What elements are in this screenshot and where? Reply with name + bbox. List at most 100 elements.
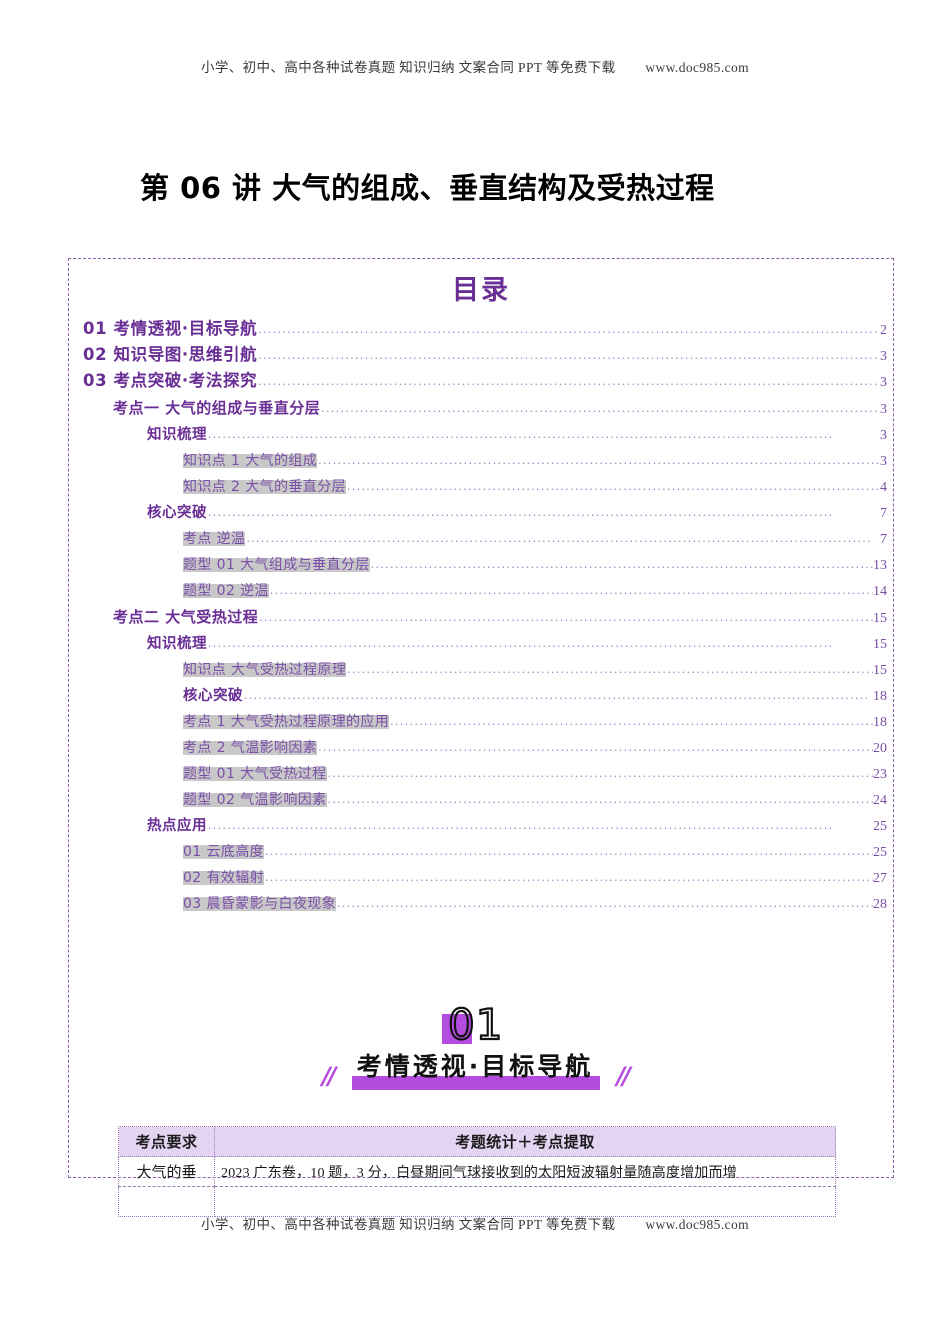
table-cell-content: 2023 广东卷，10 题，3 分，白昼期间气球接收到的太阳短波辐射量随高度增加… (214, 1156, 836, 1187)
toc-leader-dots: ........................................… (208, 427, 834, 440)
toc-entry[interactable]: 题型 01 大气组成与垂直分层.........................… (69, 557, 893, 573)
toc-entry-label: 知识点 1 大气的组成 (183, 453, 318, 469)
toc-entry-page: 4 (880, 480, 887, 495)
page-footer-text: 小学、初中、高中各种试卷真题 知识归纳 文案合同 PPT 等免费下载 (200, 1217, 616, 1232)
toc-entry-label: 考点二 大气受热过程 (113, 608, 259, 626)
toc-entry-label: 核心突破 (147, 505, 207, 521)
toc-entry-label: 03 考点突破·考法探究 (83, 371, 258, 390)
toc-leader-dots: ........................................… (265, 870, 873, 883)
page-footer: 小学、初中、高中各种试卷真题 知识归纳 文案合同 PPT 等免费下载 www.d… (0, 1213, 950, 1233)
table-spacer-cell (118, 1186, 215, 1217)
toc-entry[interactable]: 02 知识导图·思维引航............................… (69, 345, 893, 364)
banner-number-group: 01 (410, 999, 540, 1050)
toc-entry-page: 18 (873, 689, 887, 704)
toc-entry[interactable]: 知识梳理....................................… (69, 636, 893, 652)
exam-requirements-table: 考点要求 考题统计＋考点提取 大气的垂 2023 广东卷，10 题，3 分，白昼期间气… (118, 1126, 836, 1217)
page-header-url: www.doc985.com (645, 60, 750, 75)
toc-entry[interactable]: 考点二 大气受热过程..............................… (69, 610, 893, 626)
toc-entry[interactable]: 02 有效辐射.................................… (69, 870, 893, 886)
toc-entry-page: 15 (873, 663, 887, 678)
toc-entry[interactable]: 03 晨昏蒙影与白夜现象............................… (69, 896, 893, 912)
toc-leader-dots: ........................................… (327, 792, 873, 805)
toc-entry[interactable]: 考点 逆温...................................… (69, 531, 893, 547)
toc-leader-dots: ........................................… (259, 610, 873, 623)
toc-entry[interactable]: 热点应用....................................… (69, 818, 893, 834)
banner-underline-decoration (352, 1076, 600, 1090)
table-spacer-row (118, 1186, 836, 1217)
table-header-cell: 考题统计＋考点提取 (214, 1126, 836, 1157)
toc-entry-label: 热点应用 (147, 818, 207, 834)
toc-entry-label: 知识点 大气受热过程原理 (183, 662, 347, 678)
page-header-text: 小学、初中、高中各种试卷真题 知识归纳 文案合同 PPT 等免费下载 (200, 60, 616, 75)
toc-entry[interactable]: 考点 2 气温影响因素.............................… (69, 740, 893, 756)
toc-entry-label: 考点 逆温 (183, 531, 246, 547)
toc-leader-dots: ........................................… (327, 766, 873, 779)
toc-entry-label: 02 有效辐射 (183, 870, 265, 886)
toc-entry-page: 28 (873, 897, 887, 912)
page-title: 第 06 讲 大气的组成、垂直结构及受热过程 (140, 171, 715, 205)
toc-entry[interactable]: 核心突破....................................… (69, 688, 893, 704)
toc-entry-label: 01 云底高度 (183, 844, 265, 860)
toc-entry-page: 24 (873, 793, 887, 808)
slash-right-icon: // (616, 1062, 630, 1090)
banner-number: 01 (447, 999, 504, 1050)
toc-entry[interactable]: 01 考情透视·目标导航............................… (69, 319, 893, 338)
toc-entry[interactable]: 03 考点突破·考法探究............................… (69, 371, 893, 390)
toc-entry-page: 23 (873, 767, 887, 782)
toc-entry-page: 15 (873, 637, 887, 652)
table-row: 大气的垂 2023 广东卷，10 题，3 分，白昼期间气球接收到的太阳短波辐射量随… (118, 1156, 836, 1187)
toc-entry[interactable]: 题型 02 气温影响因素............................… (69, 792, 893, 808)
slash-left-icon: // (322, 1062, 336, 1090)
toc-entry[interactable]: 知识点 1 大气的组成.............................… (69, 453, 893, 469)
toc-entry-page: 2 (880, 323, 887, 338)
toc-entry-page: 7 (880, 506, 887, 521)
toc-leader-dots: ........................................… (265, 844, 873, 857)
toc-entry-page: 14 (873, 584, 887, 599)
toc-entry[interactable]: 知识点 2 大气的垂直分层...........................… (69, 479, 893, 495)
toc-entry[interactable]: 01 云底高度.................................… (69, 844, 893, 860)
toc-entry-page: 15 (873, 611, 887, 626)
toc-leader-dots: ........................................… (337, 896, 873, 909)
toc-entry-label: 考点 2 气温影响因素 (183, 740, 318, 756)
toc-entry[interactable]: 题型 02 逆温................................… (69, 583, 893, 599)
page-header: 小学、初中、高中各种试卷真题 知识归纳 文案合同 PPT 等免费下载 www.d… (0, 56, 950, 76)
toc-heading: 目录 (452, 275, 510, 306)
toc-leader-dots: ........................................… (321, 401, 880, 414)
toc-entry-label: 题型 02 逆温 (183, 583, 269, 599)
toc-entry-page: 25 (873, 845, 887, 860)
toc-leader-dots: ........................................… (258, 322, 880, 335)
toc-leader-dots: ........................................… (318, 453, 880, 466)
toc-entry-label: 题型 01 大气组成与垂直分层 (183, 557, 370, 573)
toc-entry-page: 3 (880, 402, 887, 417)
toc-entry[interactable]: 核心突破....................................… (69, 505, 893, 521)
toc-entry-label: 01 考情透视·目标导航 (83, 319, 258, 338)
toc-leader-dots: ........................................… (244, 688, 870, 701)
toc-leader-dots: ........................................… (208, 818, 834, 831)
toc-leader-dots: ........................................… (390, 714, 873, 727)
table-header-row: 考点要求 考题统计＋考点提取 (118, 1126, 836, 1157)
toc-entry-label: 题型 02 气温影响因素 (183, 792, 327, 808)
toc-entry[interactable]: 题型 01 大气受热过程............................… (69, 766, 893, 782)
toc-leader-dots: ........................................… (258, 348, 880, 361)
toc-entry-label: 知识梳理 (147, 636, 207, 652)
table-header-cell: 考点要求 (118, 1126, 215, 1157)
toc-leader-dots: ........................................… (269, 583, 873, 596)
section-banner-01: 01 // 考情透视·目标导航 // (0, 999, 950, 1095)
toc-entry-label: 核心突破 (183, 688, 243, 704)
toc-entry[interactable]: 考点 1 大气受热过程原理的应用........................… (69, 714, 893, 730)
toc-entry-label: 考点 1 大气受热过程原理的应用 (183, 714, 390, 730)
toc-entry[interactable]: 考点一 大气的组成与垂直分层..........................… (69, 401, 893, 417)
toc-entry-label: 题型 01 大气受热过程 (183, 766, 327, 782)
toc-entry[interactable]: 知识梳理....................................… (69, 427, 893, 443)
toc-entry[interactable]: 知识点 大气受热过程原理............................… (69, 662, 893, 678)
toc-list: 01 考情透视·目标导航............................… (69, 319, 893, 912)
toc-entry-page: 18 (873, 715, 887, 730)
toc-entry-page: 13 (873, 558, 887, 573)
toc-entry-label: 考点一 大气的组成与垂直分层 (113, 399, 321, 417)
toc-leader-dots: ........................................… (318, 740, 873, 753)
toc-entry-page: 20 (873, 741, 887, 756)
table-cell-requirement: 大气的垂 (118, 1156, 215, 1187)
banner-title: 考情透视·目标导航 (356, 1052, 594, 1081)
toc-entry-label: 02 知识导图·思维引航 (83, 345, 258, 364)
toc-entry-label: 03 晨昏蒙影与白夜现象 (183, 896, 337, 912)
